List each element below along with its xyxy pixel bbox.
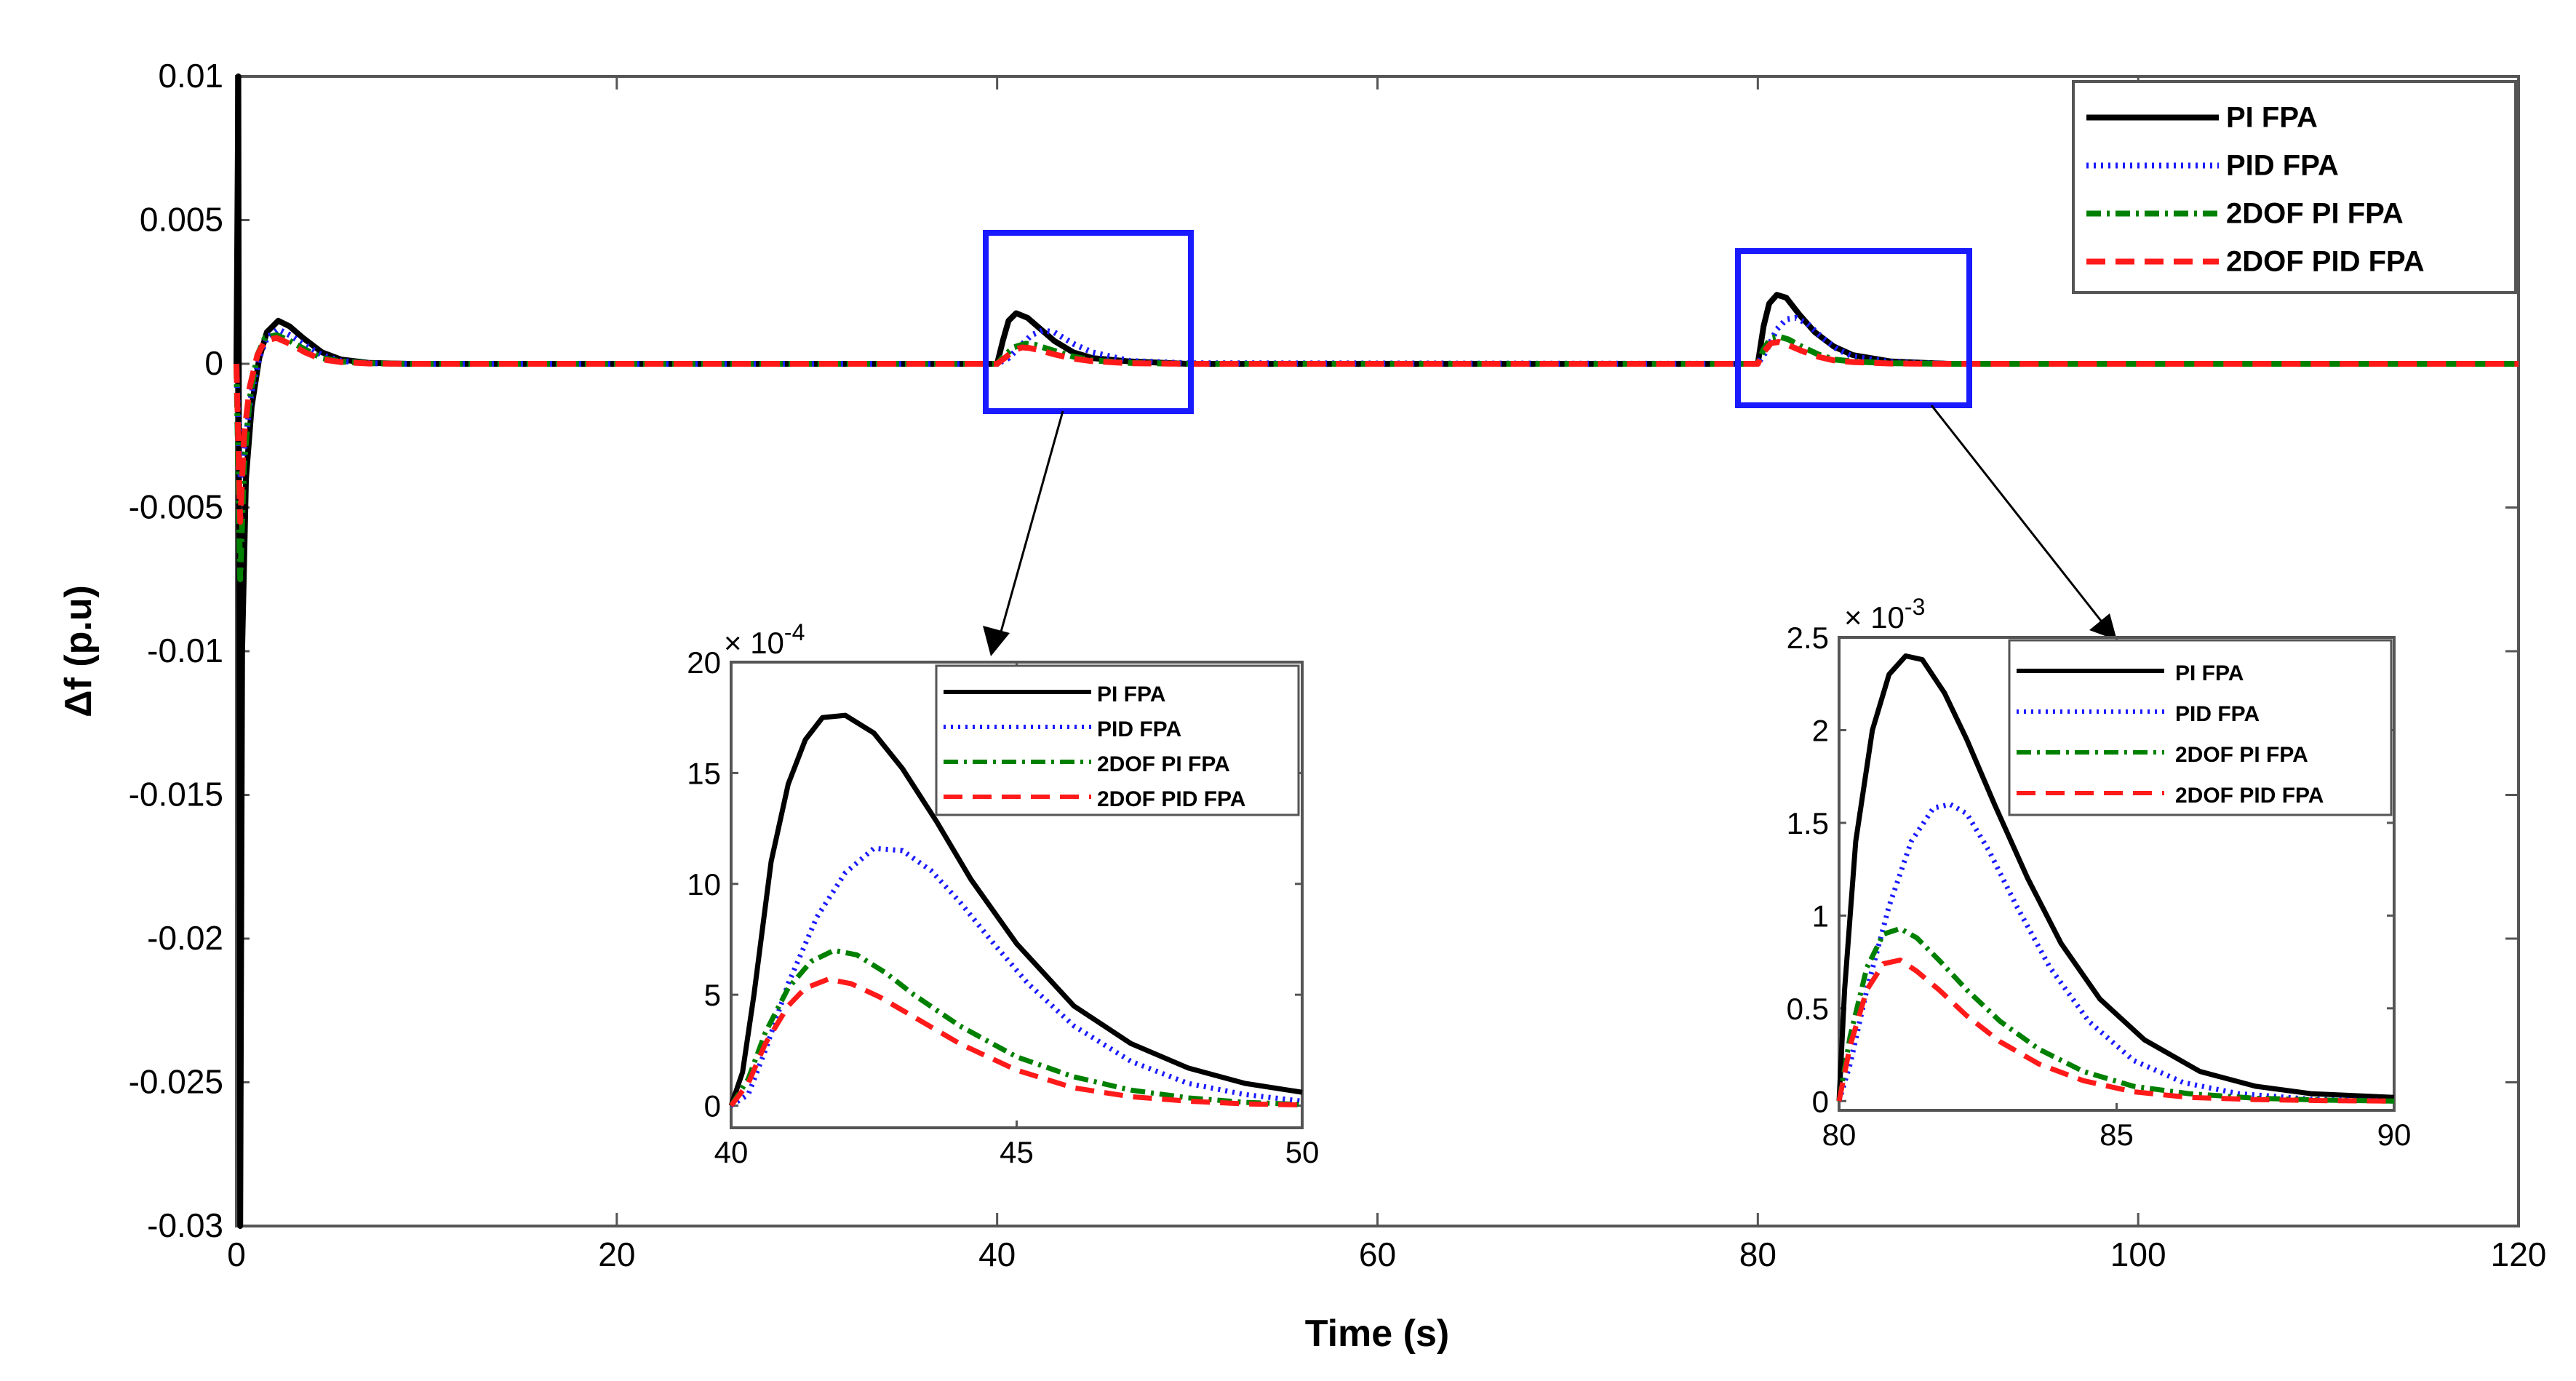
- main-legend-label: 2DOF PID FPA: [2226, 246, 2425, 278]
- inset1-ytick-label: 15: [687, 756, 721, 790]
- main-ytick-label: 0.005: [140, 201, 223, 239]
- main-legend-label: PI FPA: [2226, 102, 2318, 134]
- inset1-legend-label: PI FPA: [1097, 682, 1165, 707]
- inset2-scale-label: × 10-3: [1844, 594, 1925, 634]
- main-ytick-label: -0.015: [129, 776, 223, 813]
- inset1-legend: PI FPA PID FPA 2DOF PI FPA 2DOF PID FPA: [935, 664, 1300, 816]
- main-ytick-label: -0.01: [147, 632, 223, 669]
- inset2-scale-exponent: -3: [1905, 594, 1925, 620]
- main-series-2dof-pid-fpa: [234, 335, 2519, 525]
- zoom-arrowhead-40s: [983, 626, 1010, 656]
- main-ytick-label: -0.03: [147, 1206, 223, 1244]
- zoom-arrowhead-80s: [2089, 613, 2117, 640]
- inset-axes-80-90: 80 85 90 0 0.5 1 1.5 2 2.5 × 10-3 PI FPA PID FPA 2…: [1787, 594, 2412, 1152]
- inset2-ytick-label: 2.5: [1787, 621, 1829, 655]
- inset2-xtick-label: 85: [2100, 1118, 2134, 1152]
- main-xtick-label: 80: [1739, 1235, 1777, 1273]
- inset-axes-40-50: 40 45 50 0 5 10 15 20 × 10-4 PI FPA PID FPA 2DOF …: [687, 619, 1319, 1169]
- inset2-xtick-label: 80: [1822, 1118, 1857, 1152]
- main-xtick-label: 120: [2491, 1235, 2547, 1273]
- inset2-legend-label: 2DOF PI FPA: [2175, 743, 2308, 767]
- inset1-legend-label: 2DOF PID FPA: [1097, 787, 1245, 811]
- inset2-legend: PI FPA PID FPA 2DOF PI FPA 2DOF PID FPA: [2008, 639, 2393, 816]
- inset1-scale-base: × 10: [724, 626, 784, 660]
- inset2-series-pi-fpa: [1836, 653, 2395, 1102]
- main-xtick-label: 0: [227, 1235, 246, 1273]
- inset2-ytick-label: 0.5: [1787, 992, 1829, 1026]
- inset1-ytick-label: 10: [687, 867, 721, 902]
- inset2-legend-label: 2DOF PID FPA: [2175, 784, 2324, 808]
- zoom-box-40s: [983, 230, 1194, 414]
- inset2-ytick-label: 2: [1812, 713, 1829, 747]
- inset1-series-lines: [728, 712, 1303, 1108]
- zoom-arrow-80s: [1930, 405, 2108, 628]
- main-ytick-label: -0.02: [147, 919, 223, 957]
- inset2-xtick-label: 90: [2377, 1118, 2412, 1152]
- main-xtick-label: 100: [2110, 1235, 2166, 1273]
- inset1-series-2dof-pi-fpa: [729, 947, 1303, 1107]
- inset1-series-pi-fpa: [728, 712, 1303, 1107]
- inset1-scale-label: × 10-4: [724, 619, 805, 660]
- inset1-xtick-label: 50: [1285, 1135, 1320, 1169]
- inset1-scale-exponent: -4: [784, 619, 805, 645]
- inset1-series-pid-fpa: [730, 845, 1303, 1108]
- inset1-legend-label: 2DOF PI FPA: [1097, 752, 1230, 776]
- inset2-ytick-label: 1.5: [1787, 806, 1829, 840]
- inset1-ytick-label: 20: [687, 645, 721, 680]
- zoom-arrow-40s: [996, 410, 1064, 645]
- main-xtick-label: 40: [978, 1235, 1016, 1273]
- inset2-ytick-label: 1: [1812, 899, 1829, 933]
- inset2-ytick-label: 0: [1812, 1084, 1829, 1118]
- main-xtick-label: 60: [1359, 1235, 1396, 1273]
- zoom-annotations: [983, 230, 2117, 656]
- inset1-ytick-label: 0: [704, 1089, 721, 1123]
- main-ytick-label: 0.01: [158, 57, 223, 95]
- inset1-xtick-label: 45: [1000, 1135, 1034, 1169]
- main-axis-ticks: 0 20 40 60 80 100 1200.010.0050-0.005-0.01-0.0…: [129, 57, 2547, 1273]
- inset2-legend-label: PID FPA: [2175, 702, 2260, 726]
- main-xtick-label: 20: [598, 1235, 635, 1273]
- main-series-lines: [234, 73, 2519, 1229]
- main-ytick-label: -0.005: [129, 488, 223, 526]
- main-legend-label: 2DOF PI FPA: [2226, 198, 2404, 230]
- main-legend-label: PID FPA: [2226, 150, 2339, 182]
- inset1-series-2dof-pid-fpa: [729, 976, 1303, 1108]
- inset2-scale-base: × 10: [1844, 600, 1905, 634]
- main-legend: PI FPA PID FPA 2DOF PI FPA 2DOF PID FPA: [2072, 80, 2517, 294]
- inset1-legend-label: PID FPA: [1097, 717, 1181, 741]
- inset1-xtick-label: 40: [714, 1135, 749, 1169]
- inset1-ytick-label: 5: [704, 978, 721, 1012]
- main-ytick-label: 0: [204, 344, 223, 382]
- inset1-axis-ticks: 40 45 50 0 5 10 15 20: [687, 645, 1319, 1169]
- y-axis-label: Δf (p.u): [57, 585, 100, 717]
- main-ytick-label: -0.025: [129, 1063, 223, 1101]
- inset2-series-lines: [1836, 653, 2395, 1104]
- inset2-series-2dof-pid-fpa: [1836, 958, 2395, 1104]
- x-axis-label: Time (s): [1305, 1313, 1449, 1355]
- inset2-legend-label: PI FPA: [2175, 661, 2244, 685]
- zoom-box-80s: [1735, 248, 1972, 408]
